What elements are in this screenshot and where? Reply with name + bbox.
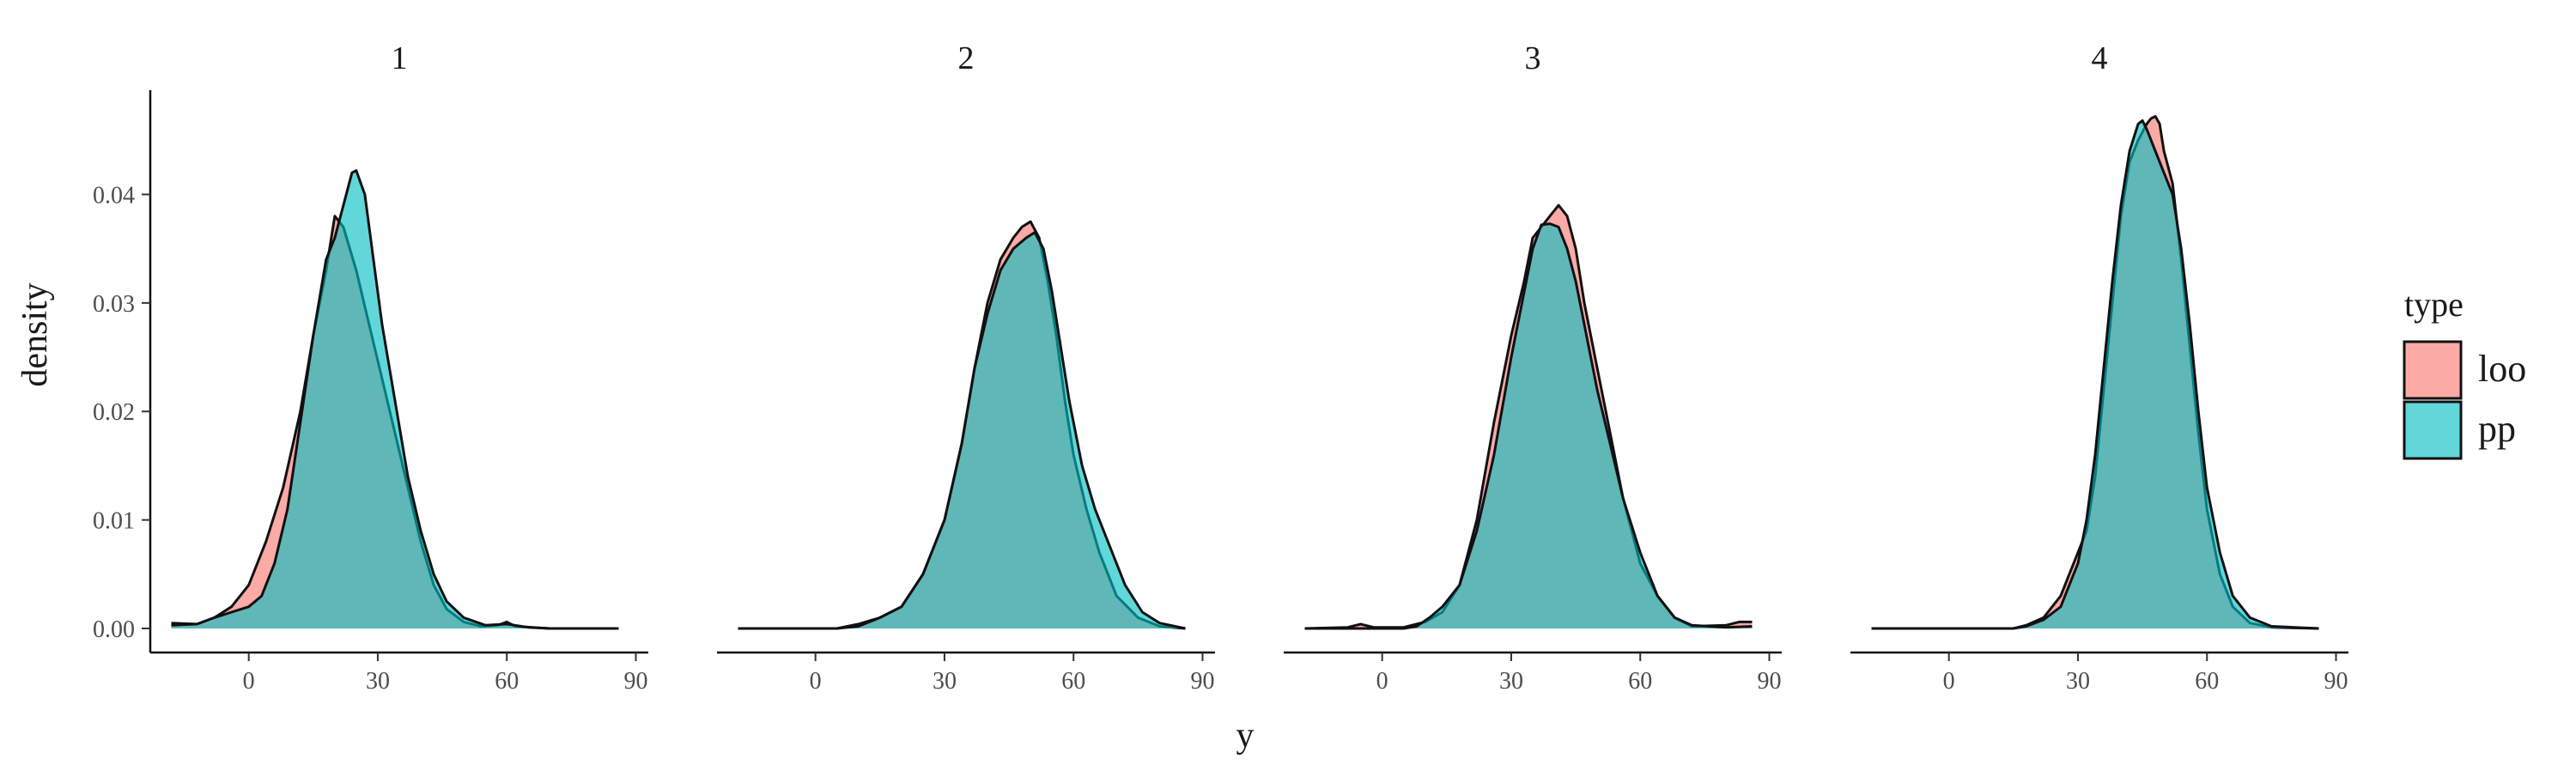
x-tick-label: 0 — [1943, 668, 1955, 695]
facet-label-1: 1 — [392, 40, 408, 76]
x-tick-label: 90 — [1758, 668, 1782, 695]
y-tick-label: 0.04 — [93, 182, 135, 209]
density-area-pp-panel-2 — [738, 232, 1186, 628]
x-tick-label: 30 — [1499, 668, 1523, 695]
x-tick-label: 30 — [2066, 668, 2090, 695]
facet-label-4: 4 — [2092, 40, 2108, 76]
x-axis-title: y — [1236, 716, 1255, 756]
y-tick-label: 0.03 — [93, 291, 135, 318]
density-line-pp-panel-1 — [171, 169, 619, 630]
x-tick-label: 90 — [624, 668, 648, 695]
density-line-pp-panel-3 — [1304, 222, 1753, 630]
legend-label-pp: pp — [2478, 408, 2516, 450]
legend-title: type — [2404, 285, 2464, 324]
density-line-pp-panel-4 — [1871, 119, 2319, 630]
density-area-pp-panel-1 — [171, 170, 619, 628]
legend-key-loo — [2403, 340, 2463, 400]
x-tick-label: 30 — [933, 668, 957, 695]
facet-label-3: 3 — [1525, 40, 1541, 76]
x-tick-label: 60 — [2195, 668, 2219, 695]
y-axis-title: density — [15, 282, 55, 386]
panel-3: 30 30 60 90 — [1284, 40, 1782, 695]
x-tick-label: 60 — [1628, 668, 1652, 695]
facet-label-2: 2 — [958, 40, 975, 76]
x-tick-label: 0 — [1376, 668, 1388, 695]
x-tick-label: 0 — [810, 668, 822, 695]
panel-2: 2 0 30 60 90 — [717, 40, 1215, 695]
y-tick-label: 0.01 — [93, 508, 135, 535]
density-line-pp-panel-2 — [738, 231, 1186, 630]
density-area-pp-panel-3 — [1304, 223, 1753, 628]
x-tick-label: 0 — [243, 668, 255, 695]
x-tick-label: 60 — [495, 668, 519, 695]
x-tick-label: 90 — [2324, 668, 2348, 695]
y-tick-label: 0.02 — [93, 399, 135, 426]
legend-label-loo: loo — [2478, 348, 2526, 390]
panel-4: 4 0 30 60 90 — [1850, 40, 2348, 695]
y-tick-label: 0.00 — [93, 616, 135, 643]
density-area-pp-panel-4 — [1871, 120, 2319, 628]
x-tick-label: 90 — [1191, 668, 1215, 695]
x-tick-label: 60 — [1061, 668, 1085, 695]
legend-key-pp — [2403, 400, 2463, 460]
x-tick-label: 30 — [366, 668, 390, 695]
panel-1: 1 0 30 60 90 0.00 0.01 0.02 0.03 0.04 — [93, 40, 648, 695]
